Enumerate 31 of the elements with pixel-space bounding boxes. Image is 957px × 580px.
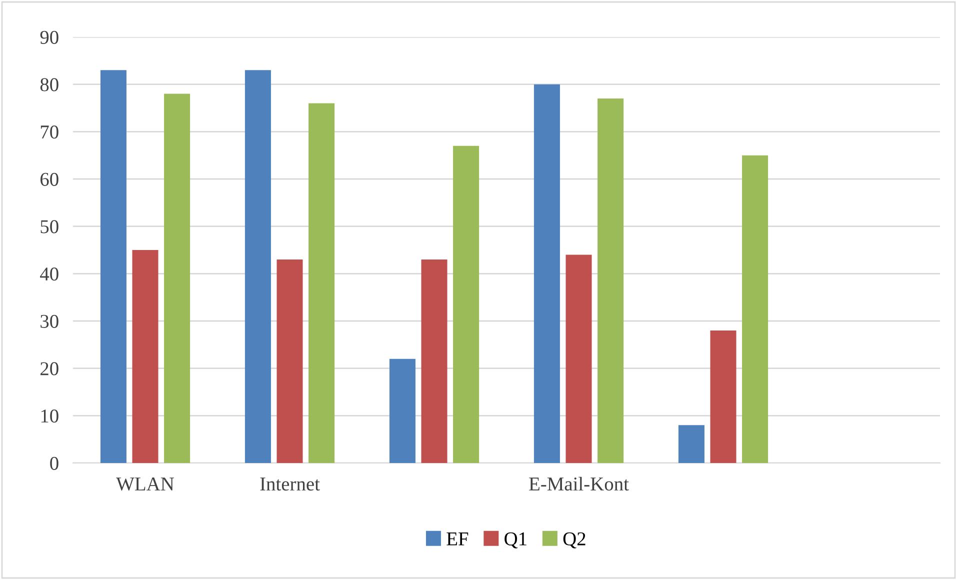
bar: [132, 250, 158, 463]
y-tick-label: 60: [40, 172, 58, 186]
y-tick-label: 10: [41, 409, 58, 423]
bar: [100, 70, 126, 463]
y-tick-label: 80: [40, 78, 58, 92]
bar: [276, 259, 303, 463]
bar: [742, 155, 768, 463]
bar: [244, 70, 271, 463]
bar: [598, 98, 624, 463]
bar: [308, 103, 335, 463]
x-tick-label: WLAN: [116, 478, 174, 491]
y-tick-label: 70: [40, 125, 58, 139]
y-tick-label: 0: [50, 456, 58, 470]
bar: [678, 425, 704, 463]
bar: [566, 254, 592, 463]
bar: [164, 94, 190, 463]
legend-label: EF: [446, 532, 468, 546]
bar: [453, 146, 480, 463]
bar: [534, 84, 560, 463]
legend-label: Q2: [563, 532, 586, 548]
y-tick-label: 50: [40, 220, 58, 234]
bar: [421, 259, 448, 463]
bar: [389, 358, 416, 463]
bar: [710, 330, 736, 463]
x-tick-label: Internet: [260, 478, 320, 491]
y-tick-label: 90: [40, 30, 58, 44]
y-tick-label: 40: [40, 267, 58, 281]
y-tick-label: 20: [40, 362, 58, 376]
legend-label: Q1: [504, 532, 526, 548]
x-tick-label: E-Mail-Kont: [529, 476, 629, 491]
y-tick-label: 30: [40, 314, 58, 328]
